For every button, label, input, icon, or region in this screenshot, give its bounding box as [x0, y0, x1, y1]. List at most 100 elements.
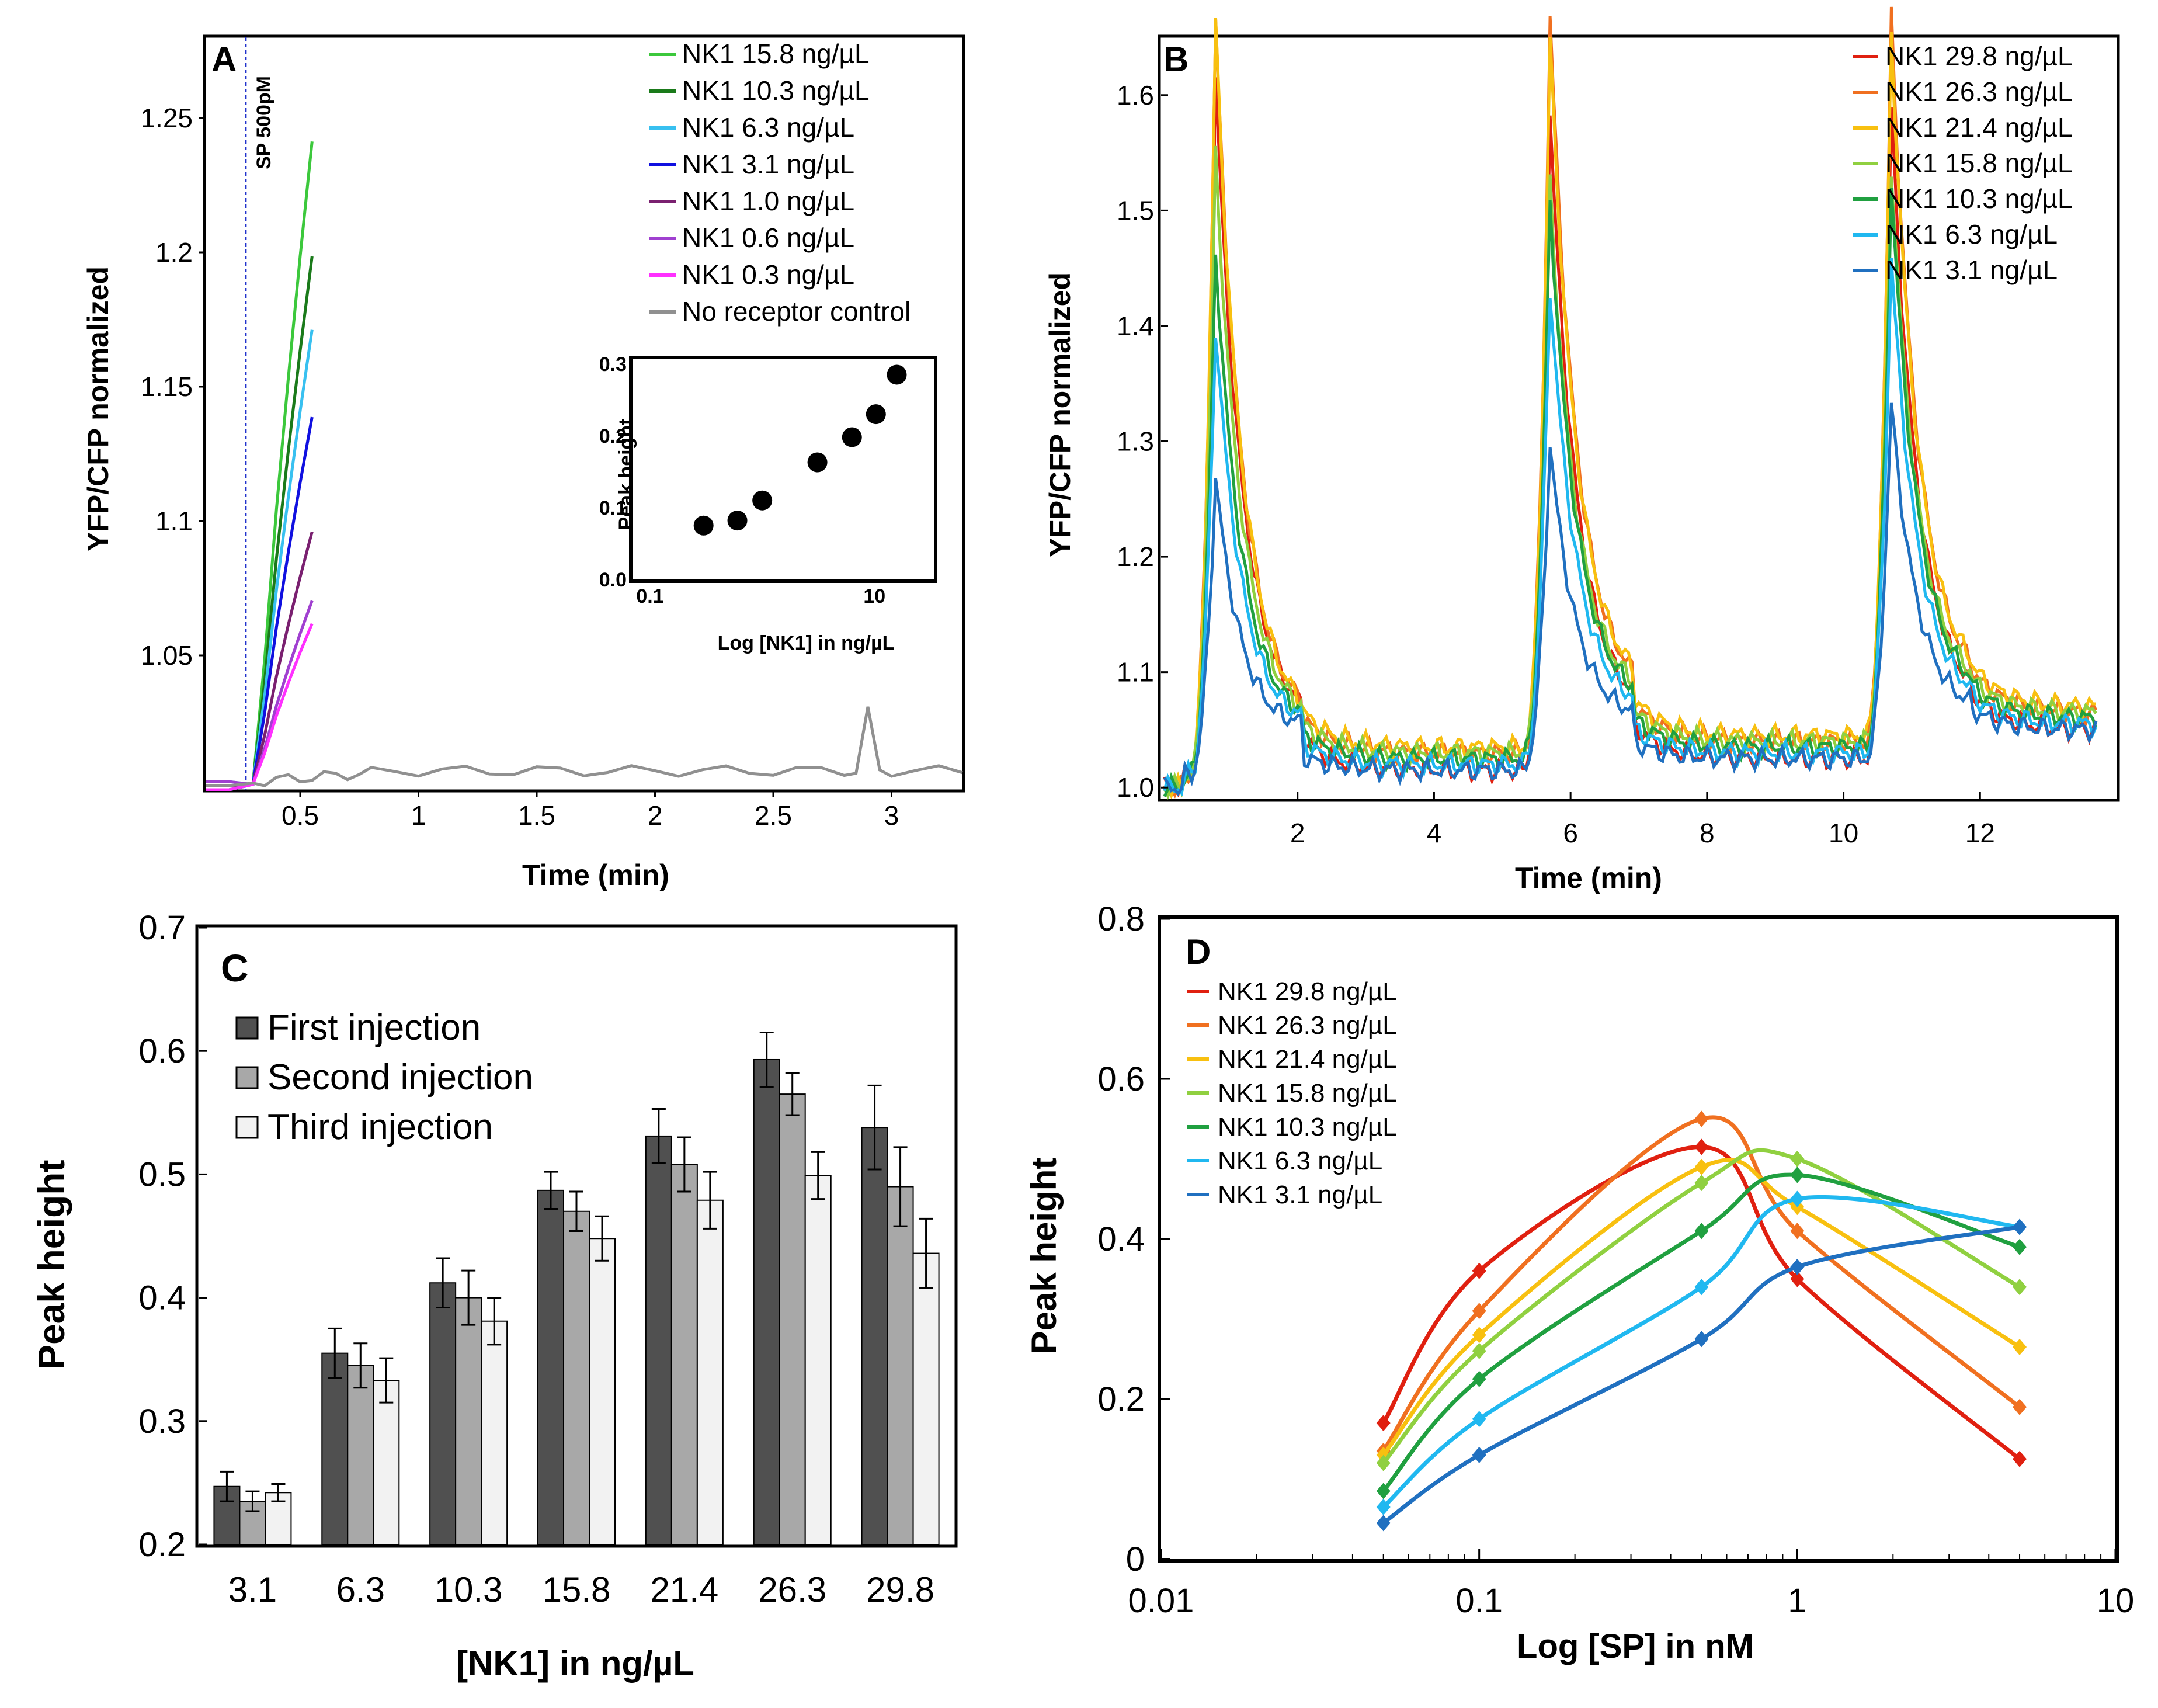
panel-c: C 3.1 6.3 10.3 15.8 21.4 26.3 29.8 0.2 0.3 0.4 0.… [30, 909, 958, 1683]
panel-d-point [2013, 1338, 2027, 1355]
panel-d-legend-label: NK1 15.8 ng/µL [1218, 1079, 1397, 1108]
panel-c-bar [265, 1492, 292, 1545]
panel-c-bar [373, 1380, 400, 1545]
panel-b-x-tick-label: 2 [1290, 818, 1305, 848]
panel-c-bar [887, 1186, 914, 1545]
inset-point [842, 427, 862, 447]
panel-d-point [1790, 1223, 1805, 1240]
panel-a-series-line [206, 600, 314, 786]
panel-d-point [1376, 1498, 1391, 1515]
panel-a-legend-label: NK1 3.1 ng/µL [682, 149, 854, 179]
panel-c-x-tick-label: 6.3 [336, 1570, 385, 1609]
panel-c-bar [912, 1252, 940, 1546]
panel-d-y-tick-label: 0 [1126, 1540, 1145, 1578]
panel-a-legend-label: No receptor control [682, 296, 911, 327]
panel-d-point [1376, 1483, 1391, 1499]
panel-c-x-tick-label: 26.3 [758, 1570, 826, 1609]
panel-a-y-tick-label: 1.1 [155, 506, 193, 536]
panel-c-bar [861, 1127, 888, 1546]
panel-d-point [1694, 1175, 1709, 1192]
panel-c-error-bar [271, 1483, 286, 1502]
panel-d-point [1694, 1331, 1709, 1348]
panel-c-x-label: [NK1] in ng/µL [456, 1644, 694, 1683]
panel-a-legend-label: NK1 0.6 ng/µL [682, 223, 854, 253]
inset-y-label: Peak height [615, 419, 637, 530]
panel-d-point [1694, 1223, 1709, 1240]
panel-c-error-bar [245, 1490, 260, 1512]
panel-b-letter: B [1163, 40, 1189, 79]
panel-b-x-label: Time (min) [1515, 862, 1662, 894]
panel-c-bar [645, 1135, 672, 1545]
panel-a-x-label: Time (min) [522, 859, 669, 891]
panel-b-x-tick-label: 8 [1700, 818, 1715, 848]
panel-a: A SP 500pM 0.5 1 1.5 2 2.5 3 1.05 1.1 1.15 1.2 1.2… [82, 34, 965, 891]
panel-d-point [1472, 1411, 1486, 1428]
panel-d-legend-label: NK1 21.4 ng/µL [1218, 1045, 1397, 1074]
panel-b-legend-label: NK1 26.3 ng/µL [1885, 77, 2073, 107]
inset-y-tick-label: 0.1 [599, 497, 627, 519]
inset-x-tick-label: 10 [863, 585, 885, 607]
panel-d-letter: D [1186, 932, 1211, 971]
panel-d-legend-label: NK1 10.3 ng/µL [1218, 1113, 1397, 1141]
panel-c-error-bar [919, 1217, 933, 1289]
panel-a-letter: A [211, 40, 237, 79]
panel-b-x-tick-label: 12 [1965, 818, 1995, 848]
panel-d-point [2013, 1238, 2027, 1255]
panel-d-x-tick-label: 0.01 [1128, 1582, 1194, 1620]
panel-c-error-bar [811, 1151, 825, 1200]
panel-d-legend-label: NK1 26.3 ng/µL [1218, 1011, 1397, 1040]
inset-x-tick-label: 0.1 [636, 585, 663, 607]
panel-b-series-line [1163, 258, 2098, 797]
panel-a-y-label: YFP/CFP normalized [82, 266, 114, 551]
panel-c-y-tick-label: 0.7 [138, 909, 186, 947]
panel-d-point [1790, 1151, 1805, 1167]
panel-d-point [2013, 1279, 2027, 1296]
panel-a-inset: 0.1 10 0.0 0.1 0.2 0.3 Log [NK1] in ng/µL Pea… [599, 353, 937, 654]
panel-b-x-tick-label: 10 [1829, 818, 1858, 848]
panel-b-legend-label: NK1 10.3 ng/µL [1885, 183, 2073, 214]
panel-c-y-tick-label: 0.2 [138, 1526, 186, 1564]
panel-b-y-tick-label: 1.1 [1117, 657, 1154, 688]
panel-d-point [1790, 1190, 1805, 1207]
panel-b-y-tick-label: 1.6 [1117, 80, 1154, 110]
panel-c-error-bar [595, 1215, 609, 1262]
panel-c-error-bar [785, 1072, 800, 1116]
panel-b-legend-label: NK1 29.8 ng/µL [1885, 41, 2073, 71]
panel-d-point [1694, 1138, 1709, 1155]
panel-c-letter: C [221, 946, 249, 990]
panel-d-point [1472, 1262, 1486, 1279]
panel-c-legend-swatch [235, 1066, 259, 1089]
panel-d-x-label: Log [SP] in nM [1517, 1627, 1754, 1665]
panel-a-x-tick-label: 2 [648, 800, 663, 831]
inset-frame [629, 356, 937, 583]
panel-c-legend-label: Second injection [267, 1057, 533, 1098]
panel-c-error-bar [759, 1032, 774, 1088]
panel-a-sp-annotation: SP 500pM [253, 76, 275, 169]
panel-d-y-tick-label: 0.2 [1097, 1380, 1145, 1418]
panel-d-point [1694, 1110, 1709, 1127]
panel-d-y-tick-label: 0.6 [1097, 1060, 1145, 1098]
panel-a-x-tick-label: 1 [411, 800, 426, 831]
panel-b-y-tick-label: 1.2 [1117, 541, 1154, 572]
panel-b-series-line [1163, 402, 2098, 797]
panel-a-x-tick-label: 3 [884, 800, 899, 831]
panel-c-y-tick-label: 0.3 [138, 1402, 186, 1440]
panel-a-series-line [206, 706, 963, 787]
panel-d-x-tick-label: 0.1 [1455, 1582, 1503, 1620]
panel-c-y-tick-label: 0.5 [138, 1155, 186, 1193]
panel-c-error-bar [353, 1342, 368, 1389]
panel-c-bar [696, 1199, 724, 1545]
panel-a-legend-label: NK1 10.3 ng/µL [682, 75, 870, 106]
panel-c-bar [347, 1365, 374, 1545]
panel-d-y-tick-label: 0.8 [1097, 900, 1145, 938]
panel-d-legend-label: NK1 6.3 ng/µL [1218, 1147, 1382, 1175]
panel-d-legend-label: NK1 29.8 ng/µL [1218, 977, 1397, 1006]
panel-c-bar [429, 1282, 457, 1546]
inset-point [866, 404, 886, 425]
inset-y-tick-label: 0.0 [599, 569, 627, 591]
panel-d-point [1790, 1258, 1805, 1275]
panel-d-point [1376, 1515, 1391, 1532]
panel-d-point [1472, 1370, 1486, 1387]
panel-b-legend-label: NK1 6.3 ng/µL [1885, 219, 2058, 249]
